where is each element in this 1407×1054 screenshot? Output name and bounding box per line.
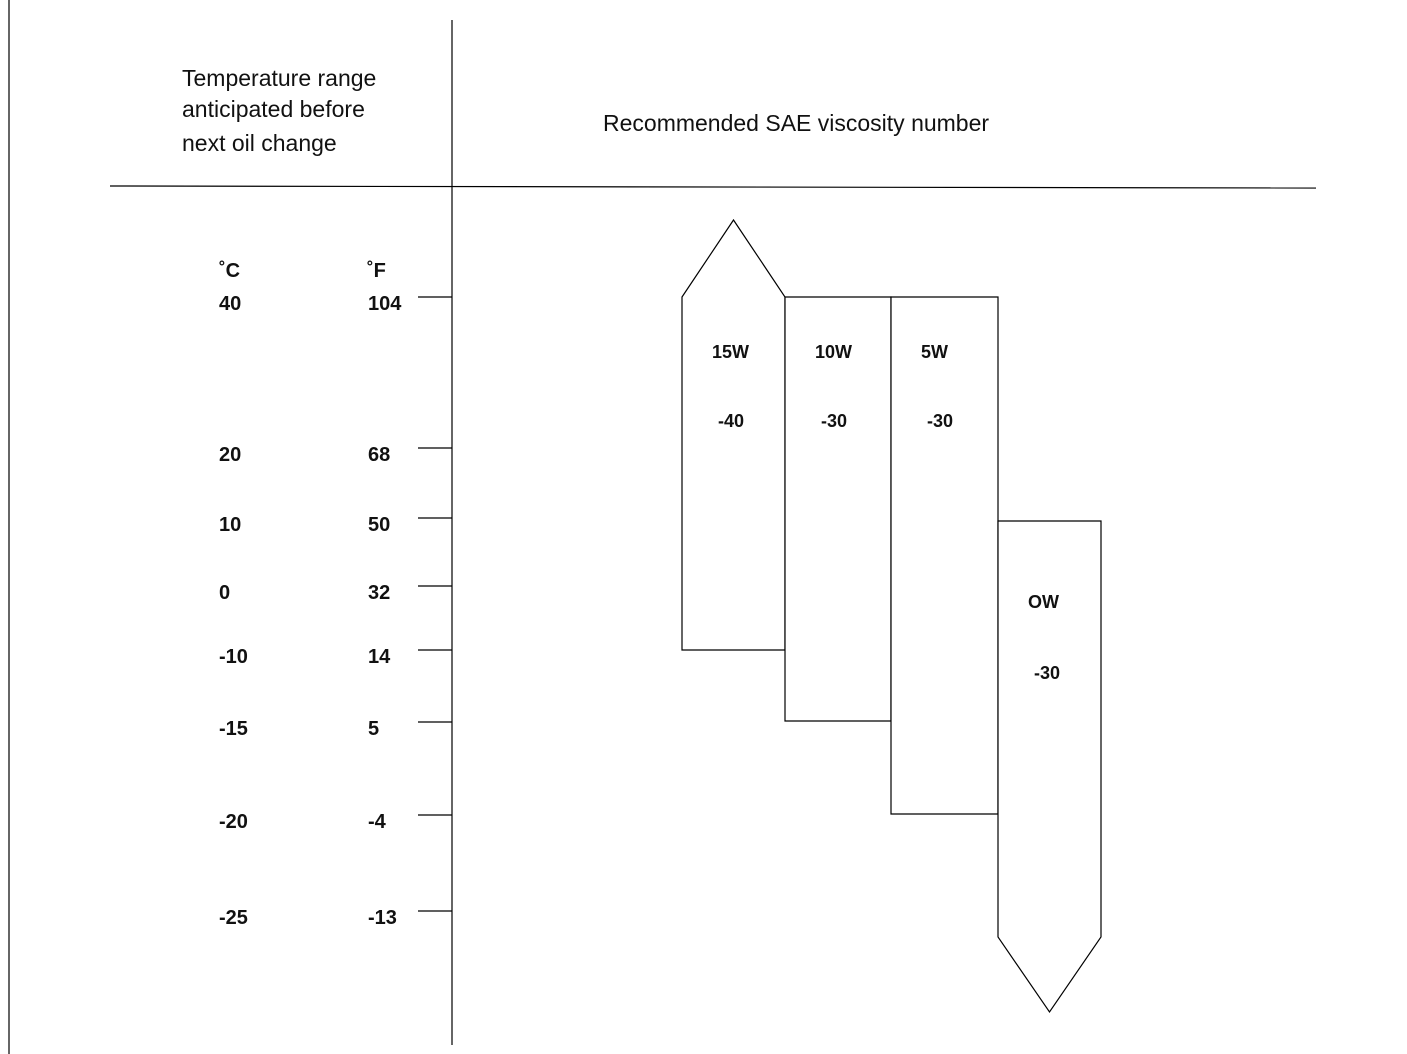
temperature-scale: 40 104 20 68 10 50 0 32 -10 14 -15 5 -20 -4 -25 -13: [219, 293, 452, 929]
fahrenheit-tick-label: 50: [368, 514, 390, 536]
temperature-header-line-3: next oil change: [182, 130, 337, 156]
oil-number-label: -30: [821, 411, 847, 431]
temperature-header: Temperature range anticipated before nex…: [182, 65, 383, 156]
fahrenheit-tick-label: 68: [368, 444, 390, 466]
fahrenheit-tick-label: -4: [368, 811, 387, 833]
celsius-tick-label: -25: [219, 907, 248, 929]
oil-band-ow: [997, 520, 1102, 1014]
oil-band-5w: [890, 296, 999, 815]
oil-grade-label: OW: [1028, 592, 1059, 612]
oil-number-label: -40: [718, 411, 744, 431]
oil-grade-label: 5W: [921, 342, 948, 362]
viscosity-header: Recommended SAE viscosity number: [603, 110, 989, 136]
celsius-tick-label: 0: [219, 582, 230, 604]
celsius-tick-label: 40: [219, 293, 241, 315]
temperature-header-line-1: Temperature range: [182, 65, 376, 91]
fahrenheit-tick-label: 32: [368, 582, 390, 604]
fahrenheit-tick-label: 14: [368, 646, 391, 668]
oil-grade-label: 15W: [712, 342, 749, 362]
fahrenheit-tick-label: -13: [368, 907, 397, 929]
celsius-label: ˚C: [219, 259, 240, 282]
oil-grade-label: 10W: [815, 342, 852, 362]
temperature-header-line-2: anticipated before: [182, 96, 365, 122]
oil-band-15w: [681, 218, 786, 651]
header-divider: [109, 185, 1317, 189]
celsius-tick-label: -10: [219, 646, 248, 668]
celsius-tick-label: -15: [219, 718, 248, 740]
oil-number-label: -30: [927, 411, 953, 431]
celsius-tick-label: -20: [219, 811, 248, 833]
fahrenheit-tick-label: 5: [368, 718, 379, 740]
celsius-tick-label: 10: [219, 514, 241, 536]
oil-number-label: -30: [1034, 663, 1060, 683]
fahrenheit-label: ˚F: [367, 259, 386, 282]
oil-grade-bands: 15W -40 10W -30 5W -30 OW -30: [681, 218, 1102, 1014]
celsius-tick-label: 20: [219, 444, 241, 466]
fahrenheit-tick-label: 104: [368, 293, 402, 315]
